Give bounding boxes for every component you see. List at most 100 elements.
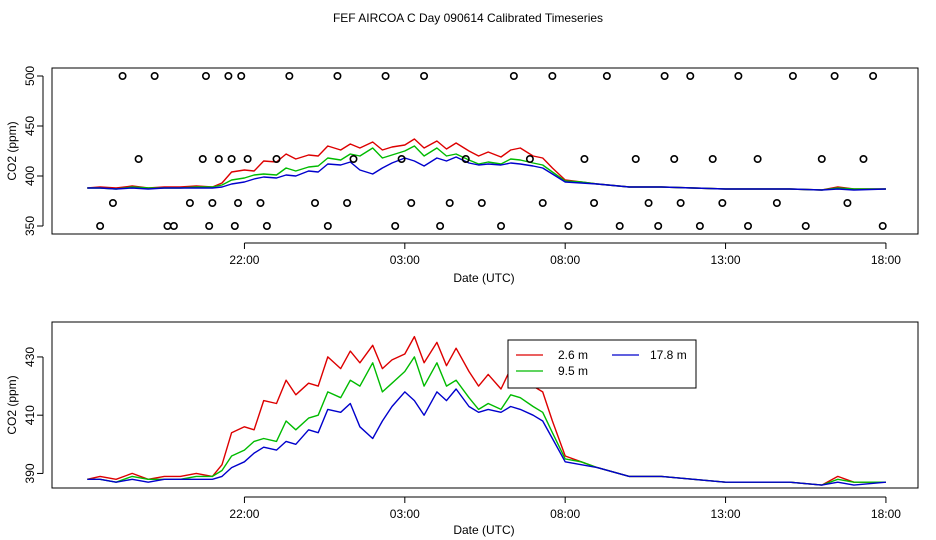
legend-label-9.5m: 9.5 m	[558, 364, 588, 378]
calibration-marker	[96, 222, 105, 231]
legend-label-2.6m: 2.6 m	[558, 348, 588, 362]
calibration-marker	[349, 155, 358, 164]
calibration-marker	[381, 72, 390, 81]
calibration-marker	[830, 72, 839, 81]
y-tick-label: 410	[23, 405, 37, 425]
series-line-17.8m	[87, 156, 886, 191]
x-tick-label: 18:00	[871, 507, 901, 521]
calibration-marker	[185, 199, 194, 208]
calibration-marker	[108, 199, 117, 208]
x-tick-label: 08:00	[550, 253, 580, 267]
calibration-marker	[201, 72, 210, 81]
calibration-marker	[734, 72, 743, 81]
bottom-series-group	[87, 335, 886, 486]
calibration-marker	[224, 72, 233, 81]
calibration-marker	[878, 222, 887, 231]
series-line-17.8m	[87, 388, 886, 486]
calibration-marker	[169, 222, 178, 231]
calibration-marker	[205, 222, 214, 231]
top-x-axis-label: Date (UTC)	[453, 271, 514, 285]
calibration-marker	[227, 155, 236, 164]
x-tick-label: 08:00	[550, 507, 580, 521]
calibration-marker	[859, 155, 868, 164]
calibration-marker	[718, 199, 727, 208]
calibration-marker	[436, 222, 445, 231]
calibration-marker	[686, 72, 695, 81]
y-tick-label: 350	[23, 216, 37, 236]
calibration-marker	[243, 155, 252, 164]
calibration-marker	[262, 222, 271, 231]
calibration-marker	[708, 155, 717, 164]
calibration-marker	[744, 222, 753, 231]
calibration-marker	[163, 222, 172, 231]
calibration-marker	[497, 222, 506, 231]
calibration-marker	[285, 72, 294, 81]
x-tick-label: 22:00	[229, 253, 259, 267]
calibration-marker	[445, 199, 454, 208]
calibration-marker	[817, 155, 826, 164]
y-tick-label: 390	[23, 463, 37, 483]
calibration-marker	[676, 199, 685, 208]
calibration-marker	[272, 155, 281, 164]
calibration-marker	[538, 199, 547, 208]
top-x-axis: 22:00 03:00 08:00 13:00 18:00	[229, 242, 901, 267]
y-tick-label: 450	[23, 116, 37, 136]
calibration-marker	[869, 72, 878, 81]
calibration-marker	[654, 222, 663, 231]
calibration-marker	[631, 155, 640, 164]
calibration-marker	[391, 222, 400, 231]
top-plot-frame	[51, 67, 919, 235]
legend-label-17.8m: 17.8 m	[650, 348, 687, 362]
calibration-marker	[198, 155, 207, 164]
calibration-marker	[801, 222, 810, 231]
calibration-marker	[602, 72, 611, 81]
bottom-x-axis-label: Date (UTC)	[453, 523, 514, 537]
calibration-marker	[118, 72, 127, 81]
calibration-marker	[214, 155, 223, 164]
legend: 2.6 m 9.5 m 17.8 m	[507, 339, 697, 389]
calibration-marker	[333, 72, 342, 81]
top-y-axis-label: CO2 (ppm)	[5, 121, 19, 180]
calibration-marker	[788, 72, 797, 81]
calibration-marker	[208, 199, 217, 208]
top-calibration-markers	[96, 72, 887, 231]
calibration-marker	[843, 199, 852, 208]
x-tick-label: 18:00	[871, 253, 901, 267]
calibration-marker	[461, 155, 470, 164]
calibration-marker	[660, 72, 669, 81]
x-tick-label: 03:00	[390, 507, 420, 521]
y-tick-label: 400	[23, 166, 37, 186]
calibration-marker	[644, 199, 653, 208]
top-y-axis: 350 400 450 500	[23, 66, 44, 236]
calibration-marker	[477, 199, 486, 208]
x-tick-label: 22:00	[229, 507, 259, 521]
calibration-marker	[234, 199, 243, 208]
top-panel: 22:00 03:00 08:00 13:00 18:00 350 400 450 500 D…	[5, 66, 919, 285]
calibration-marker	[134, 155, 143, 164]
calibration-marker	[323, 222, 332, 231]
calibration-marker	[695, 222, 704, 231]
series-line-2.6m	[87, 335, 886, 486]
y-tick-label: 500	[23, 66, 37, 86]
calibration-marker	[230, 222, 239, 231]
calibration-marker	[564, 222, 573, 231]
calibration-marker	[615, 222, 624, 231]
calibration-marker	[580, 155, 589, 164]
calibration-marker	[670, 155, 679, 164]
bottom-panel: 22:00 03:00 08:00 13:00 18:00 390 410 430 Date…	[5, 321, 919, 537]
top-series-group	[87, 138, 886, 191]
calibration-marker	[548, 72, 557, 81]
calibration-marker	[343, 199, 352, 208]
chart-title: FEF AIRCOA C Day 090614 Calibrated Times…	[333, 11, 603, 25]
calibration-marker	[525, 155, 534, 164]
bottom-y-axis-label: CO2 (ppm)	[5, 375, 19, 434]
calibration-marker	[407, 199, 416, 208]
calibration-marker	[420, 72, 429, 81]
legend-box	[507, 339, 697, 389]
calibration-marker	[150, 72, 159, 81]
calibration-marker	[237, 72, 246, 81]
x-tick-label: 03:00	[390, 253, 420, 267]
y-tick-label: 430	[23, 347, 37, 367]
calibration-marker	[772, 199, 781, 208]
